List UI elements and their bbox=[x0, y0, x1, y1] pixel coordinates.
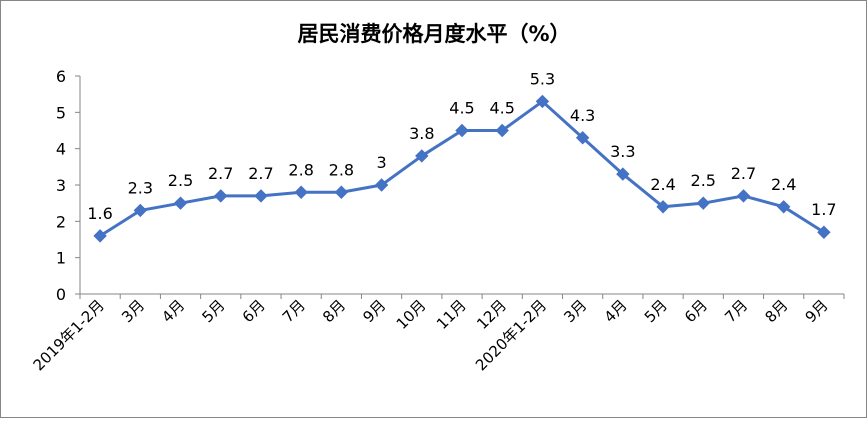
data-point-marker bbox=[776, 200, 791, 214]
data-label: 5.3 bbox=[530, 69, 555, 88]
data-label: 3.3 bbox=[610, 142, 635, 161]
x-tick-label: 8月 bbox=[319, 296, 349, 326]
y-tick-label: 2 bbox=[56, 212, 66, 231]
data-label: 2.4 bbox=[771, 175, 796, 194]
data-label: 1.7 bbox=[811, 200, 836, 219]
x-tick-label: 2020年1-2月 bbox=[472, 296, 550, 374]
x-tick-label: 7月 bbox=[721, 296, 751, 326]
data-label: 3 bbox=[376, 153, 386, 172]
x-tick-label: 5月 bbox=[198, 296, 228, 326]
y-tick-label: 5 bbox=[56, 103, 66, 122]
data-label: 2.4 bbox=[650, 175, 675, 194]
x-tick-label: 2019年1-2月 bbox=[30, 296, 108, 374]
x-tick-label: 5月 bbox=[641, 296, 671, 326]
data-point-marker bbox=[93, 229, 107, 243]
x-tick-label: 6月 bbox=[239, 296, 269, 326]
data-label: 2.5 bbox=[691, 171, 716, 190]
y-tick-label: 6 bbox=[56, 67, 66, 86]
data-point-marker bbox=[817, 225, 831, 239]
x-tick-label: 4月 bbox=[158, 296, 188, 326]
data-labels: 1.6 2.3 2.5 2.7 2.7 2.8 2.8 3 3.8 4.5 4.5 5.3 4.3 3.3… bbox=[87, 69, 836, 222]
data-point-marker bbox=[575, 131, 590, 145]
data-label: 1.6 bbox=[87, 204, 112, 223]
data-point-marker bbox=[374, 178, 389, 192]
data-label: 2.5 bbox=[168, 171, 193, 190]
data-point-marker bbox=[294, 185, 308, 199]
y-tick-label: 1 bbox=[56, 249, 66, 268]
data-label: 4.3 bbox=[570, 106, 595, 125]
data-label: 2.8 bbox=[329, 160, 354, 179]
x-tick-label: 9月 bbox=[802, 296, 832, 326]
data-label: 2.7 bbox=[731, 164, 756, 183]
x-tick-label: 11月 bbox=[433, 296, 470, 333]
x-tick-label: 3月 bbox=[560, 296, 590, 326]
x-tick-label: 12月 bbox=[473, 296, 510, 333]
data-point-marker bbox=[254, 189, 268, 203]
data-label: 2.3 bbox=[128, 178, 153, 197]
y-tick-label: 0 bbox=[56, 285, 66, 304]
x-tick-labels: 2019年1-2月 3月 4月 5月 6月 7月 8月 9月 10月 11月 12月2020年1-2… bbox=[30, 296, 832, 374]
data-point-marker bbox=[133, 203, 148, 218]
data-point-marker bbox=[214, 189, 228, 203]
y-tick-labels: 0 1 2 3 4 5 6 bbox=[56, 67, 66, 304]
data-point-marker bbox=[736, 189, 751, 203]
data-point-marker bbox=[455, 123, 469, 138]
x-tick-label: 10月 bbox=[393, 296, 430, 333]
x-tick-label: 3月 bbox=[118, 296, 148, 326]
data-point-marker bbox=[616, 167, 630, 181]
data-point-marker bbox=[656, 200, 670, 214]
y-tick-label: 3 bbox=[56, 176, 66, 195]
data-label: 2.7 bbox=[208, 164, 233, 183]
x-tick-label: 6月 bbox=[681, 296, 711, 326]
x-tick-label: 7月 bbox=[279, 296, 309, 326]
data-label: 4.5 bbox=[489, 99, 514, 118]
x-tick-label: 9月 bbox=[359, 296, 389, 326]
data-label: 2.8 bbox=[288, 160, 313, 179]
data-label: 3.8 bbox=[409, 124, 434, 143]
y-tick-label: 4 bbox=[56, 140, 66, 159]
series-markers bbox=[93, 94, 831, 243]
data-point-marker bbox=[495, 123, 509, 138]
data-point-marker bbox=[334, 185, 349, 199]
x-tick-label: 8月 bbox=[761, 296, 791, 326]
chart-title: 居民消费价格月度水平（%） bbox=[297, 22, 570, 46]
data-point-marker bbox=[173, 196, 188, 210]
axes bbox=[75, 75, 845, 299]
data-point-marker bbox=[696, 196, 710, 210]
data-label: 4.5 bbox=[449, 99, 474, 118]
x-tick-label: 4月 bbox=[601, 296, 631, 326]
data-point-marker bbox=[535, 94, 550, 109]
data-label: 2.7 bbox=[248, 164, 273, 183]
data-point-marker bbox=[415, 149, 429, 163]
